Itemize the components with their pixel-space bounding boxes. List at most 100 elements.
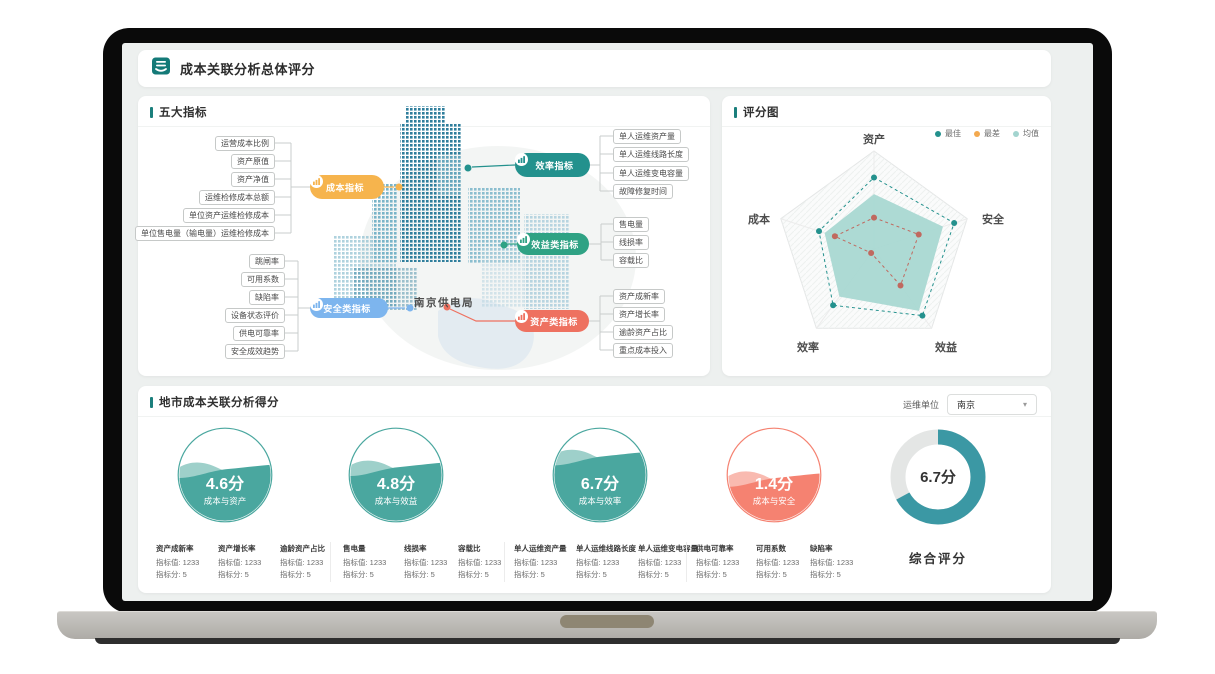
legend-label: 最差 [984,129,1000,138]
indicator-item-benefit-0: 售电量 [613,217,649,232]
stat-name: 资产成新率 [156,544,194,553]
indicator-item-cost-0: 运营成本比例 [215,136,275,151]
legend-item-2[interactable]: 均值 [1013,128,1039,139]
chevron-down-icon: ▾ [1022,399,1027,409]
laptop-base [57,611,1157,639]
indicator-item-safety-1: 可用系数 [241,272,285,287]
gauge-score: 4.6分 [206,475,244,493]
indicator-item-cost-2: 资产净值 [231,172,275,187]
stat-col-单人运维变电容量: 单人运维变电容量 指标值: 1233 指标分: 5 [638,543,698,580]
indicator-item-safety-0: 跳闸率 [249,254,285,269]
score-panel-title: 评分图 [722,96,1051,127]
stat-name: 供电可靠率 [696,544,734,553]
indicator-item-asset-2: 逾龄资产占比 [613,325,673,340]
legend-dot-icon [1013,130,1019,137]
stat-col-售电量: 售电量 指标值: 1233 指标分: 5 [343,543,386,580]
gauge-score: 1.4分 [755,475,793,493]
stat-score: 指标分: 5 [756,569,787,579]
stat-score: 指标分: 5 [810,569,841,579]
stat-col-线损率: 线损率 指标值: 1233 指标分: 5 [404,543,447,580]
overall-score-label: 综合评分 [908,552,967,566]
stat-score: 指标分: 5 [638,569,669,579]
gauge-成本与效率: 6.7分 成本与效率 [551,426,649,529]
stat-value: 指标值: 1233 [458,558,502,567]
legend-item-1[interactable]: 最差 [974,128,1000,139]
indicator-item-asset-1: 资产增长率 [613,307,665,322]
legend-label: 最佳 [945,129,961,138]
laptop-base-notch [560,615,654,628]
indicator-group-label: 效率指标 [535,160,574,171]
stat-name: 单人运维线路长度 [576,544,636,553]
stat-group-divider-2 [686,542,687,582]
radar-legend: 最佳 最差 均值 [935,128,1039,139]
stat-value: 指标值: 1233 [156,558,200,567]
stat-value: 指标值: 1233 [218,558,262,567]
app-logo-icon [151,56,171,81]
indicator-item-asset-3: 重点成本投入 [613,343,673,358]
page-title: 成本关联分析总体评分 [180,62,316,77]
legend-label: 均值 [1023,129,1039,138]
stat-name: 线损率 [404,544,427,553]
unit-label: 运维单位 [902,400,939,410]
stat-score: 指标分: 5 [576,569,607,579]
indicator-group-label: 效益类指标 [531,239,579,250]
stat-score: 指标分: 5 [156,569,187,579]
indicator-item-safety-3: 设备状态评价 [225,308,285,323]
gauge-成本与资产: 4.6分成本与资产 [176,426,274,529]
stat-group-divider-1 [504,542,505,582]
indicator-item-cost-3: 运维检修成本总额 [199,190,275,205]
indicator-item-safety-5: 安全成效趋势 [225,344,285,359]
title-marker [150,396,153,408]
indicator-item-safety-2: 缺陷率 [249,290,285,305]
stat-score: 指标分: 5 [343,569,374,579]
stat-score: 指标分: 5 [514,569,545,579]
indicator-group-safety: 安全类指标 [310,298,388,318]
gauge-成本与效益: 4.8分成本与效益 [347,426,445,529]
stat-value: 指标值: 1233 [638,558,682,567]
indicator-item-benefit-2: 容载比 [613,253,649,268]
unit-select-value: 南京 [957,400,976,410]
panel-indicators: 五大指标 南京供电局 运营成本比例 资产原值 资产净值 运维检修成本总额 单位资产运维检… [135,96,710,376]
stat-score: 指标分: 5 [404,569,435,579]
laptop-screen: 成本关联分析总体评分 五大指标 南京供电局 运营成本比例 资产原值 资产净值 运维检修… [122,43,1093,601]
radar-axis-label: 安全 [982,212,1005,226]
indicator-group-label: 成本指标 [325,182,364,193]
stat-value: 指标值: 1233 [810,558,854,567]
stat-score: 指标分: 5 [458,569,489,579]
stat-name: 可用系数 [756,544,786,553]
legend-dot-icon [974,130,980,137]
indicator-item-efficiency-2: 单人运维变电容量 [613,166,689,181]
gauge-label: 成本与资产 [204,496,247,506]
gauge-score: 6.7分 [581,475,619,493]
title-marker [734,106,737,118]
panel-city-scores: 地市成本关联分析得分 运维单位 南京 ▾ 综合评分 4.6分 成本与资产 4.8分成… [138,386,1051,593]
legend-dot-icon [935,130,941,137]
stat-value: 指标值: 1233 [756,558,800,567]
stat-name: 缺陷率 [810,544,833,553]
indicator-item-asset-0: 资产成新率 [613,289,665,304]
stat-name: 单人运维变电容量 [638,544,698,553]
stat-name: 单人运维资产量 [514,544,567,553]
stat-col-资产成新率: 资产成新率指标值: 1233 指标分: 5 [156,543,199,580]
stat-value: 指标值: 1233 [576,558,620,567]
indicator-item-cost-1: 资产原值 [231,154,275,169]
indicator-item-efficiency-3: 故障修复时间 [613,184,673,199]
radar-axis-label: 效益 [935,340,957,354]
indicator-item-cost-5: 单位售电量（输电量）运维检修成本 [135,226,275,241]
indicators-diagram: 南京供电局 运营成本比例 资产原值 资产净值 运维检修成本总额 单位资产运维检修成本 单位… [135,96,710,376]
indicator-item-efficiency-1: 单人运维线路长度 [613,147,689,162]
gauge-score: 4.8分 [377,475,415,493]
gauge-label: 成本与效益 [375,496,418,506]
legend-item-0[interactable]: 最佳 [935,128,961,139]
indicator-group-asset: 资产类指标 [515,310,589,332]
stat-score: 指标分: 5 [280,569,311,579]
unit-select-dropdown[interactable]: 南京 ▾ [947,394,1037,415]
stat-value: 指标值: 1233 [280,558,324,567]
radar-axis-label: 成本 [748,212,770,226]
indicator-item-efficiency-0: 单人运维资产量 [613,129,681,144]
indicator-group-label: 资产类指标 [530,316,578,327]
indicator-group-label: 安全类指标 [323,303,371,314]
stat-name: 售电量 [343,544,366,553]
